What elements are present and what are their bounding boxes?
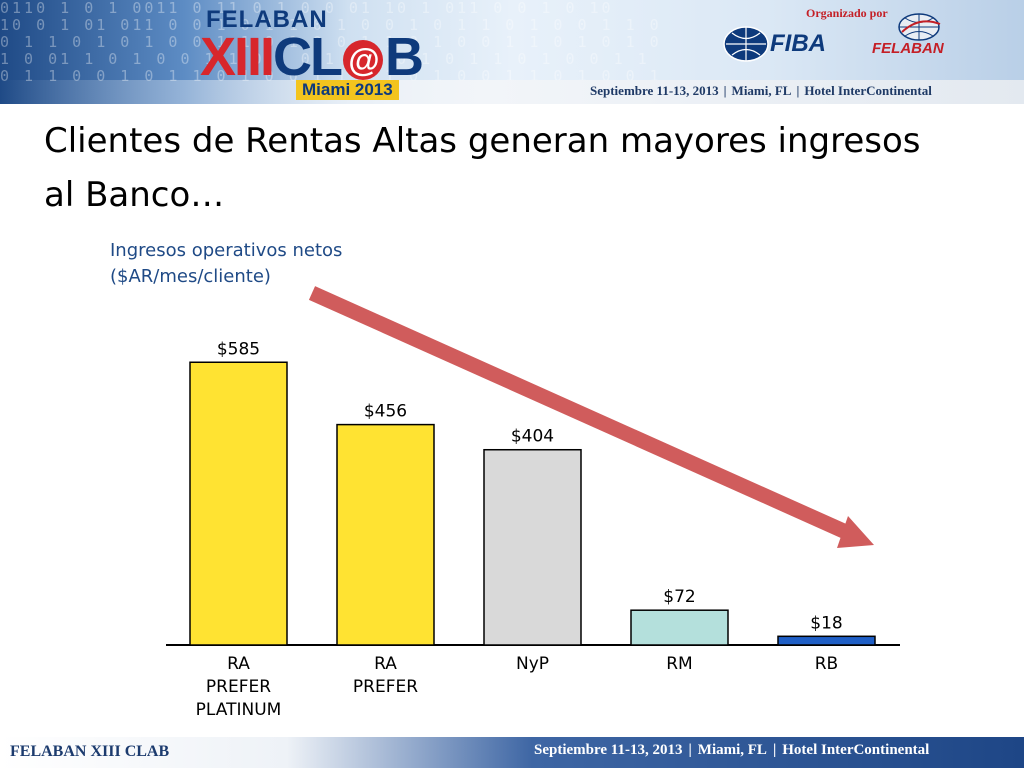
- chart-note-line1: Ingresos operativos netos: [110, 240, 343, 261]
- logo-b: B: [385, 27, 424, 87]
- bar: [777, 635, 876, 646]
- logo-xiii-clab: XIIICL @ B: [200, 27, 424, 87]
- footer-dates: Septiembre 11-13, 2013: [534, 742, 683, 758]
- category-label: PREFER: [353, 677, 418, 697]
- bar: [336, 423, 435, 646]
- chart-note-line2: ($AR/mes/cliente): [110, 266, 271, 287]
- header-event-info: Septiembre 11-13, 2013 | Miami, FL | Hotel I…: [590, 83, 932, 98]
- category-label: RA: [374, 654, 397, 674]
- bar: [630, 609, 729, 646]
- logo-xiii: XIII: [200, 27, 275, 87]
- bar-value-label: $456: [364, 402, 407, 422]
- fiba-globe-icon: [723, 26, 769, 62]
- logo-at-icon: @: [343, 40, 384, 80]
- category-label: NyP: [516, 654, 549, 674]
- bar-chart: $585 RA PREFER PLATINUM $456 RA PREFER $404 NyP $…: [166, 286, 900, 720]
- category-label: RB: [815, 654, 838, 674]
- category-label: RA: [227, 654, 250, 674]
- binary-background-pattern: 0110 1 0 1 0011 0 11 0 1 0 0 01 10 1 011…: [0, 0, 662, 85]
- trend-arrow-shaft: [308, 286, 861, 544]
- chart-note: Ingresos operativos netos ($AR/mes/clien…: [110, 238, 342, 290]
- category-label: PREFER: [206, 677, 271, 697]
- logo-cl: CL: [273, 27, 343, 87]
- logo-felaban-text: FELABAN: [206, 6, 328, 33]
- header-event-city: Miami, FL: [731, 83, 792, 98]
- fiba-logo-text: FIBA: [770, 30, 826, 57]
- bar-value-label: $404: [511, 427, 554, 447]
- slide-title-line1: Clientes de Rentas Altas generan mayores…: [44, 121, 921, 161]
- footer-event-name: FELABAN XIII CLAB: [10, 743, 170, 760]
- bar-value-label: $585: [217, 339, 260, 359]
- slide-title: Clientes de Rentas Altas generan mayores…: [44, 114, 994, 222]
- bar: [483, 448, 582, 646]
- category-label: RM: [666, 654, 692, 674]
- footer-event-info: Septiembre 11-13, 2013 | Miami, FL | Hotel I…: [534, 742, 930, 758]
- footer-bar: FELABAN XIII CLAB Septiembre 11-13, 2013…: [0, 737, 1024, 768]
- header-event-dates: Septiembre 11-13, 2013: [590, 83, 719, 98]
- logo-miami-2013: Miami 2013: [296, 80, 399, 100]
- bar-value-label: $18: [810, 613, 842, 633]
- trend-arrow-head-icon: [837, 516, 874, 548]
- header-info-band: [0, 80, 1024, 104]
- bar-value-label: $72: [663, 587, 695, 607]
- felaban-globe-icon: [898, 13, 941, 41]
- header-banner: 0110 1 0 1 0011 0 11 0 1 0 0 01 10 1 011…: [0, 0, 1024, 104]
- footer-city: Miami, FL: [697, 742, 767, 758]
- category-label: PLATINUM: [196, 700, 282, 720]
- bar: [189, 361, 288, 646]
- footer-venue: Hotel InterContinental: [782, 742, 930, 758]
- slide-title-line2: al Banco…: [44, 175, 225, 215]
- felaban-logo-text: FELABAN: [872, 40, 944, 57]
- header-event-venue: Hotel InterContinental: [804, 83, 932, 98]
- organized-by-label: Organizado por: [806, 6, 888, 20]
